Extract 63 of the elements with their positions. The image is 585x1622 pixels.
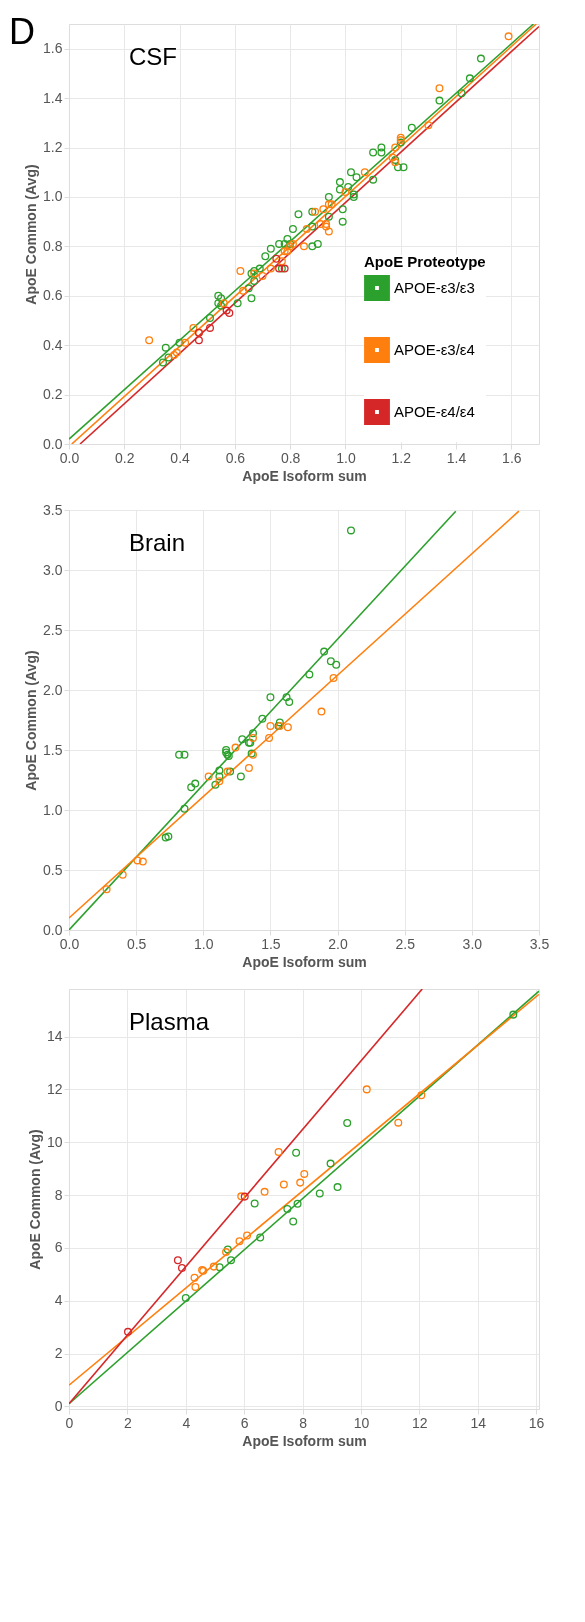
x-tick-label: 2.0 — [328, 935, 349, 952]
y-tick-label: 0.4 — [43, 336, 63, 353]
x-tick-label: 0.4 — [170, 449, 191, 466]
y-tick-label: 2 — [54, 1345, 63, 1362]
y-tick-label: 0.0 — [43, 435, 63, 452]
text: Plasma — [129, 1008, 210, 1035]
x-tick-label: 1.4 — [446, 449, 467, 466]
y-axis-title: ApoE Common (Avg) — [23, 650, 40, 791]
y-tick-label: 0.0 — [43, 921, 63, 938]
x-tick-label: 3.5 — [529, 935, 550, 952]
y-axis-title: ApoE Common (Avg) — [23, 164, 40, 305]
y-tick-label: 3.0 — [43, 561, 63, 578]
legend-title: ApoE Proteotype — [364, 253, 486, 270]
x-tick-label: 1.0 — [336, 449, 356, 466]
y-tick-label: 8 — [54, 1186, 63, 1203]
x-tick-label: 2.5 — [395, 935, 416, 952]
x-tick-label: 6 — [240, 1414, 249, 1431]
x-tick-label: 3.0 — [462, 935, 483, 952]
y-tick-label: 6 — [54, 1239, 63, 1256]
x-tick-label: 14 — [470, 1414, 487, 1431]
x-tick-label: 1.2 — [391, 449, 412, 466]
y-tick-label: 0.2 — [43, 386, 63, 403]
x-axis-title: ApoE Isoform sum — [242, 467, 367, 484]
x-tick-label: 0 — [65, 1414, 74, 1431]
x-tick-label: 0.2 — [115, 449, 135, 466]
x-tick-label: 0.8 — [280, 449, 301, 466]
legend-label: APOE-ε4/ε4 — [394, 403, 475, 420]
legend-label: APOE-ε3/ε3 — [394, 279, 475, 296]
y-tick-label: 1.0 — [43, 801, 63, 818]
legend-label: APOE-ε3/ε4 — [394, 341, 475, 358]
y-tick-label: 14 — [46, 1028, 63, 1045]
y-tick-label: 3.5 — [43, 501, 63, 518]
text: D — [9, 11, 35, 52]
x-tick-label: 1.0 — [194, 935, 214, 952]
y-tick-label: 4 — [54, 1292, 63, 1309]
y-tick-label: 10 — [46, 1133, 63, 1150]
y-tick-label: 1.2 — [43, 139, 63, 156]
x-tick-label: 2 — [123, 1414, 132, 1431]
y-tick-label: 2.0 — [43, 681, 63, 698]
y-tick-label: 12 — [46, 1080, 63, 1097]
y-tick-label: 0.5 — [43, 861, 63, 878]
x-tick-label: 16 — [528, 1414, 545, 1431]
x-tick-label: 1.6 — [502, 449, 522, 466]
y-tick-label: 2.5 — [43, 621, 63, 638]
y-tick-label: 1.5 — [43, 741, 63, 758]
y-tick-label: 0 — [54, 1397, 63, 1414]
y-tick-label: 0.8 — [43, 237, 63, 254]
x-axis-title: ApoE Isoform sum — [242, 953, 367, 970]
y-tick-label: 0.6 — [43, 287, 63, 304]
x-tick-label: 4 — [182, 1414, 191, 1431]
text: CSF — [129, 43, 177, 70]
x-tick-label: 0.5 — [126, 935, 147, 952]
x-tick-label: 1.5 — [261, 935, 281, 952]
x-tick-label: 10 — [353, 1414, 370, 1431]
y-tick-label: 1.4 — [43, 89, 63, 106]
x-tick-label: 12 — [412, 1414, 428, 1431]
y-tick-label: 1.6 — [43, 40, 63, 57]
text: Brain — [129, 529, 186, 556]
x-axis-title: ApoE Isoform sum — [242, 1432, 367, 1449]
x-tick-label: 0.6 — [225, 449, 246, 466]
y-axis-title: ApoE Common (Avg) — [26, 1129, 43, 1270]
x-tick-label: 8 — [299, 1414, 308, 1431]
y-tick-label: 1.0 — [43, 188, 63, 205]
